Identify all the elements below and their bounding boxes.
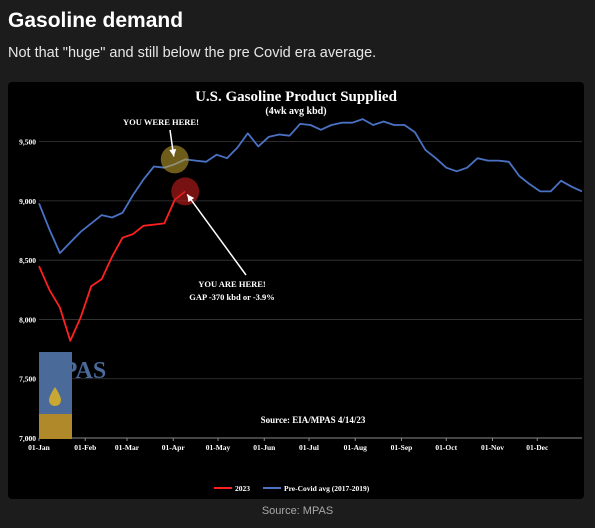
post-title: Gasoline demand: [8, 9, 184, 32]
x-tick-label: 01-Nov: [481, 443, 504, 452]
series-line-precovid: [38, 118, 583, 255]
x-tick-label: 01-Jan: [28, 443, 50, 452]
chart-legend: 2023 Pre-Covid avg (2017-2019): [214, 484, 370, 493]
you-are-here-arrow: [186, 193, 247, 276]
y-tick-label: 7,500: [19, 375, 36, 384]
gap-label: GAP -370 kbd or -3.9%: [189, 292, 275, 302]
logo-waves: [39, 414, 72, 439]
y-tick-label: 7,000: [19, 434, 36, 443]
x-axis-ticks: 01-Jan 01-Feb 01-Mar 01-Apr 01-May 01-Jun 01-J…: [28, 438, 549, 452]
x-tick-label: 01-Jun: [253, 443, 276, 452]
you-are-here-label: YOU ARE HERE!: [198, 279, 266, 289]
y-axis-ticks: 7,000 7,500 8,000 8,500 9,000 9,500: [19, 138, 36, 443]
annotations: YOU WERE HERE! YOU ARE HERE! GAP -370 kb…: [123, 117, 366, 425]
y-tick-label: 9,000: [19, 197, 36, 206]
x-tick-label: 01-Sep: [391, 443, 413, 452]
y-tick-label: 8,500: [19, 256, 36, 265]
y-tick-label: 9,500: [19, 138, 36, 147]
you-were-here-marker: [160, 145, 189, 174]
chart-source-label: Source: EIA/MPAS 4/14/23: [261, 415, 366, 425]
oil-drop-icon: [49, 387, 61, 406]
x-tick-label: 01-Apr: [162, 443, 186, 452]
chart-panel: U.S. Gasoline Product Supplied (4wk avg …: [8, 82, 584, 499]
chart-title: U.S. Gasoline Product Supplied: [195, 89, 398, 105]
you-are-here-arrowhead: [187, 194, 195, 203]
series-lines: [38, 118, 583, 342]
you-are-here-marker: [171, 177, 200, 206]
legend-label-2023: 2023: [235, 484, 250, 493]
you-were-here-arrowhead: [169, 148, 177, 157]
chart-subtitle: (4wk avg kbd): [265, 106, 326, 117]
x-tick-label: 01-Aug: [344, 443, 368, 452]
post-subtitle: Not that "huge" and still below the pre …: [8, 45, 377, 61]
y-tick-label: 8,000: [19, 315, 36, 324]
x-tick-label: 01-Oct: [435, 443, 457, 452]
x-tick-label: 01-Dec: [526, 443, 549, 452]
you-were-here-label: YOU WERE HERE!: [123, 117, 199, 127]
mpas-logo-watermark: MPAS: [39, 352, 106, 439]
x-tick-label: 01-May: [206, 443, 231, 452]
x-tick-label: 01-Feb: [74, 443, 96, 452]
x-tick-label: 01-Jul: [299, 443, 319, 452]
logo-text: MPAS: [40, 358, 106, 384]
source-caption: Source: MPAS: [261, 505, 334, 517]
gasoline-chart: U.S. Gasoline Product Supplied (4wk avg …: [19, 89, 583, 493]
x-tick-label: 01-Mar: [115, 443, 140, 452]
grid-lines: [39, 141, 582, 439]
legend-label-precovid: Pre-Covid avg (2017-2019): [284, 484, 370, 493]
series-line-2023: [38, 190, 186, 342]
